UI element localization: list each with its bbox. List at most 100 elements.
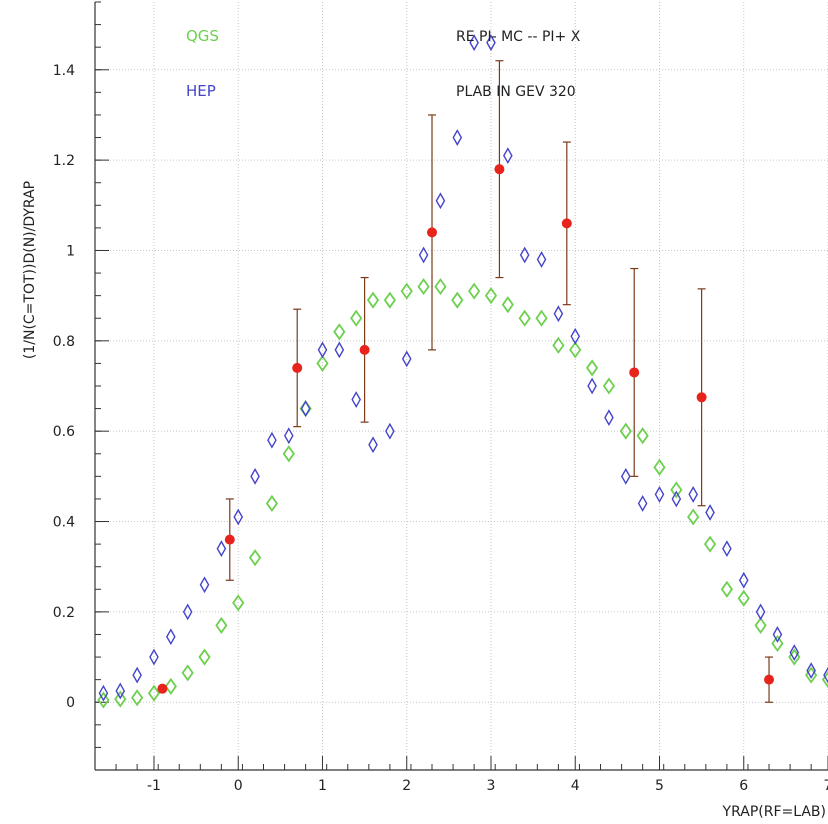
x-tick-label: 4 bbox=[571, 778, 580, 794]
qgs-point bbox=[215, 616, 228, 634]
data-point bbox=[764, 674, 775, 685]
hep-point bbox=[705, 504, 715, 521]
qgs-point bbox=[619, 422, 632, 440]
hep-point bbox=[149, 648, 159, 666]
x-tick-label: 3 bbox=[487, 778, 496, 794]
qgs-point bbox=[383, 291, 396, 309]
y-tick-label: 0 bbox=[66, 695, 75, 711]
qgs-point bbox=[737, 589, 750, 607]
hep-point bbox=[486, 34, 496, 52]
x-tick-label: 0 bbox=[234, 778, 243, 794]
hep-point bbox=[637, 495, 648, 512]
qgs-point bbox=[653, 458, 666, 476]
y-tick-label: 0.2 bbox=[53, 605, 75, 621]
x-tick-label: 7 bbox=[824, 778, 828, 794]
y-tick-label: 1.2 bbox=[53, 153, 75, 169]
annotation-beam-momentum: PLAB IN GEV 320 bbox=[456, 84, 576, 100]
hep-point bbox=[368, 436, 378, 454]
axes: -1 0 1 2 3 4 5 6 7 0 0.2 0.4 0.6 0.8 1 1.2 1.4 bbox=[53, 1, 828, 794]
hep-point bbox=[553, 305, 564, 323]
data-point bbox=[494, 164, 505, 175]
qgs-point bbox=[636, 427, 649, 445]
qgs-point bbox=[484, 287, 498, 305]
hep-point bbox=[300, 400, 311, 417]
hep-point bbox=[536, 251, 547, 268]
y-tick-label: 1 bbox=[66, 243, 75, 259]
data-point bbox=[157, 683, 168, 694]
hep-point bbox=[452, 129, 463, 146]
hep-point bbox=[620, 467, 631, 485]
qgs-point bbox=[400, 282, 413, 300]
qgs-point bbox=[350, 309, 363, 327]
hep-point bbox=[503, 147, 513, 165]
data-point bbox=[292, 362, 303, 373]
hep-point bbox=[267, 431, 277, 449]
series-layer bbox=[97, 34, 828, 709]
annotation-reaction: RE PI- MC -- PI+ X bbox=[456, 29, 581, 45]
x-tick-label: 6 bbox=[739, 778, 748, 794]
data-point bbox=[696, 392, 707, 403]
qgs-point bbox=[333, 323, 346, 341]
y-tick-label: 0.4 bbox=[53, 515, 75, 531]
hep-point bbox=[418, 246, 429, 264]
hep-point bbox=[182, 603, 193, 621]
hep-point bbox=[401, 350, 412, 368]
qgs-point bbox=[501, 296, 514, 314]
y-tick-label: 0.6 bbox=[53, 424, 75, 440]
hep-point bbox=[216, 540, 227, 558]
qgs-point bbox=[366, 291, 380, 309]
y-axis-title: (1/N(C=TOT))D(N)/DYRAP bbox=[22, 181, 38, 359]
qgs-point bbox=[147, 684, 161, 702]
hep-point bbox=[519, 246, 530, 264]
hep-point bbox=[199, 576, 210, 594]
hep-point bbox=[334, 341, 345, 359]
qgs-point bbox=[316, 354, 329, 372]
y-tick-label: 1.4 bbox=[53, 63, 75, 79]
hep-point bbox=[823, 666, 828, 684]
qgs-point bbox=[585, 359, 599, 377]
hep-point bbox=[688, 486, 699, 503]
hep-point bbox=[351, 391, 361, 408]
hep-point bbox=[132, 666, 142, 684]
hep-point bbox=[166, 628, 176, 646]
hep-point bbox=[435, 192, 446, 210]
qgs-point bbox=[181, 664, 194, 682]
hep-point bbox=[115, 682, 126, 700]
data-point bbox=[359, 344, 370, 355]
hep-point bbox=[317, 341, 328, 359]
qgs-point bbox=[131, 689, 144, 707]
data-point bbox=[561, 218, 572, 229]
legend-label-hep: HEP bbox=[186, 82, 216, 100]
hep-point bbox=[385, 422, 395, 440]
qgs-point bbox=[417, 278, 430, 296]
data-point bbox=[224, 534, 235, 545]
qgs-point bbox=[451, 291, 464, 309]
hep-point bbox=[722, 540, 732, 558]
y-tick-label: 0.8 bbox=[53, 334, 75, 350]
qgs-point bbox=[232, 594, 245, 612]
qgs-point bbox=[248, 549, 262, 567]
hep-point bbox=[806, 662, 816, 680]
hep-point bbox=[789, 644, 800, 661]
hep-point bbox=[570, 327, 581, 345]
x-tick-label: 1 bbox=[318, 778, 327, 794]
qgs-point bbox=[535, 309, 548, 327]
x-axis-title: YRAP(RF=LAB) bbox=[722, 804, 826, 820]
hep-point bbox=[671, 490, 682, 508]
x-tick-label: -1 bbox=[147, 778, 161, 794]
hep-point bbox=[283, 427, 294, 445]
hep-point bbox=[654, 486, 665, 503]
x-tick-label: 2 bbox=[402, 778, 411, 794]
qgs-point bbox=[720, 580, 734, 598]
qgs-point bbox=[434, 278, 447, 296]
qgs-point bbox=[754, 616, 767, 634]
qgs-point bbox=[518, 309, 531, 327]
hep-point bbox=[604, 409, 614, 427]
qgs-point bbox=[282, 445, 295, 463]
qgs-point bbox=[468, 282, 481, 300]
legend: QGS HEP bbox=[186, 27, 219, 100]
hep-point bbox=[587, 377, 597, 395]
qgs-point bbox=[265, 494, 279, 513]
